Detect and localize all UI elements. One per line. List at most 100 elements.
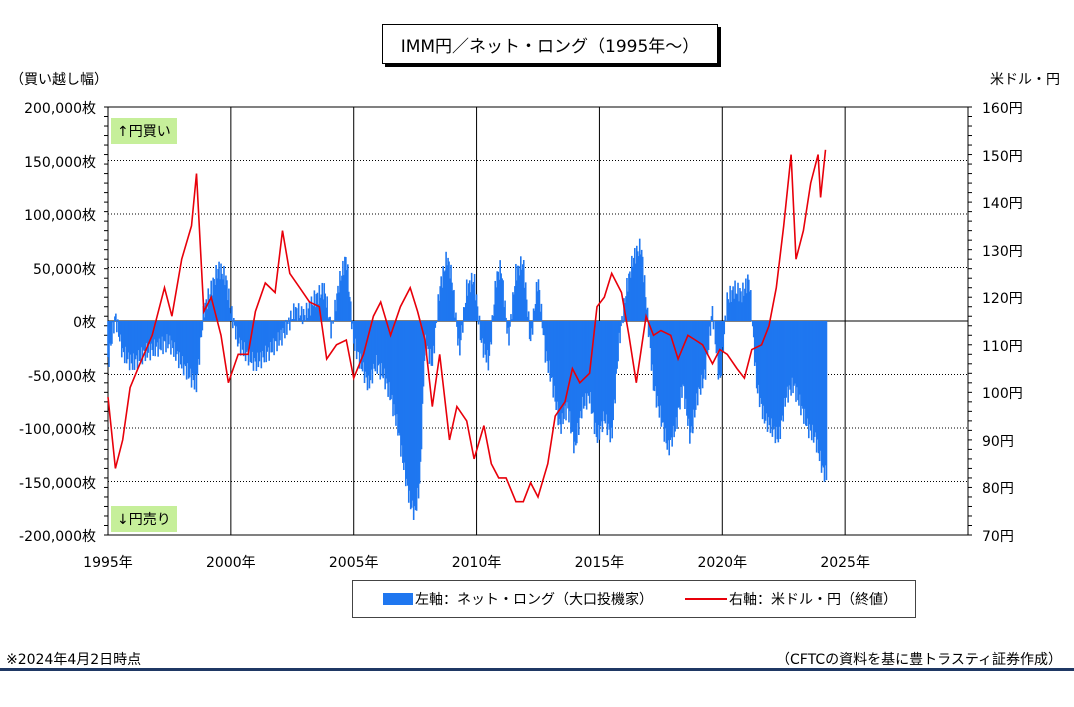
net-long-bar <box>564 321 566 406</box>
net-long-bar <box>242 321 245 357</box>
net-long-bar <box>409 321 412 510</box>
net-long-bar <box>229 307 231 321</box>
net-long-bar <box>118 321 121 342</box>
net-long-bar <box>464 302 467 321</box>
net-long-bar <box>540 303 543 321</box>
net-long-bar <box>320 294 323 321</box>
net-long-swatch <box>383 593 413 605</box>
net-long-bar <box>600 321 603 422</box>
net-long-bar <box>591 321 594 414</box>
net-long-bar <box>491 315 494 321</box>
net-long-bar <box>173 321 175 357</box>
net-long-bar <box>501 278 503 321</box>
net-long-bar <box>163 321 165 341</box>
net-long-bar <box>749 291 751 321</box>
net-long-bar <box>347 264 349 321</box>
net-long-bar <box>547 321 550 373</box>
net-long-bar <box>729 285 731 321</box>
net-long-bar <box>353 321 356 351</box>
net-long-bar <box>125 321 128 364</box>
left-tick-label: 200,000枚 <box>24 101 96 117</box>
net-long-bar <box>798 321 800 406</box>
net-long-bar <box>462 321 464 333</box>
net-long-bar <box>825 321 828 481</box>
net-long-bar <box>129 321 132 355</box>
net-long-bar <box>642 282 645 321</box>
net-long-bar <box>565 321 567 421</box>
net-long-bar <box>270 321 272 353</box>
net-long-bar <box>289 321 291 331</box>
net-long-bar <box>264 321 267 346</box>
net-long-bar <box>759 321 762 398</box>
net-long-bar <box>123 321 126 364</box>
net-long-bar <box>533 310 536 321</box>
net-long-bar <box>643 275 646 321</box>
net-long-bar <box>126 321 129 360</box>
net-long-bar <box>466 295 469 321</box>
net-long-bar <box>398 321 400 433</box>
net-long-bar <box>539 311 542 321</box>
net-long-bar <box>375 321 378 355</box>
net-long-bar <box>808 321 811 425</box>
net-long-bar <box>327 318 329 321</box>
net-long-bar <box>677 321 679 408</box>
right-tick-label: 100円 <box>982 386 1023 403</box>
net-long-bar <box>656 321 659 396</box>
net-long-bar <box>507 321 509 328</box>
net-long-bar <box>432 321 435 346</box>
x-tick-label: 2020年 <box>697 555 748 571</box>
net-long-bar <box>740 291 742 321</box>
net-long-bar <box>245 321 248 352</box>
net-long-bar <box>632 266 634 321</box>
net-long-bar <box>482 321 485 358</box>
net-long-bar <box>755 321 758 389</box>
net-long-bar <box>403 321 405 471</box>
net-long-bar <box>441 287 443 321</box>
net-long-bar <box>590 321 593 414</box>
net-long-bar <box>410 321 413 508</box>
net-long-bar <box>141 321 144 365</box>
net-long-bar <box>506 321 508 334</box>
net-long-bar <box>346 270 348 321</box>
net-long-bar <box>615 321 617 374</box>
net-long-bar <box>427 321 430 349</box>
net-long-bar <box>487 321 490 371</box>
net-long-bar <box>166 321 168 335</box>
net-long-bar <box>317 304 320 321</box>
net-long-bar <box>107 321 109 358</box>
net-long-bar <box>158 321 160 339</box>
net-long-bar <box>395 321 397 426</box>
net-long-bar <box>785 321 787 398</box>
net-long-bar <box>689 321 691 444</box>
net-long-bar <box>407 321 410 503</box>
net-long-bar <box>711 306 714 321</box>
net-long-bar <box>301 321 304 325</box>
right-tick-label: 130円 <box>982 243 1023 260</box>
net-long-bar <box>418 321 421 484</box>
net-long-bar <box>737 282 739 321</box>
net-long-bar <box>405 321 408 479</box>
net-long-bar <box>628 273 630 321</box>
right-tick-label: 90円 <box>982 433 1014 450</box>
net-long-bar <box>440 276 442 321</box>
net-long-bar <box>198 321 201 365</box>
net-long-bar <box>780 321 783 421</box>
net-long-bar <box>671 321 673 447</box>
net-long-bar <box>192 321 195 381</box>
net-long-bar <box>647 321 650 338</box>
net-long-bar <box>527 311 530 321</box>
net-long-bar <box>551 321 554 378</box>
net-long-bar <box>415 321 418 511</box>
net-long-bar <box>578 321 581 418</box>
net-long-bar <box>606 321 609 436</box>
net-long-bar <box>686 321 688 416</box>
net-long-bar <box>358 321 361 369</box>
net-long-bar <box>405 321 407 487</box>
net-long-bar <box>226 280 228 321</box>
net-long-bar <box>113 321 115 334</box>
net-long-bar <box>344 256 346 321</box>
net-long-bar <box>120 321 123 358</box>
net-long-bar <box>604 321 607 424</box>
net-long-bar <box>509 321 511 327</box>
net-long-bar <box>224 285 226 321</box>
